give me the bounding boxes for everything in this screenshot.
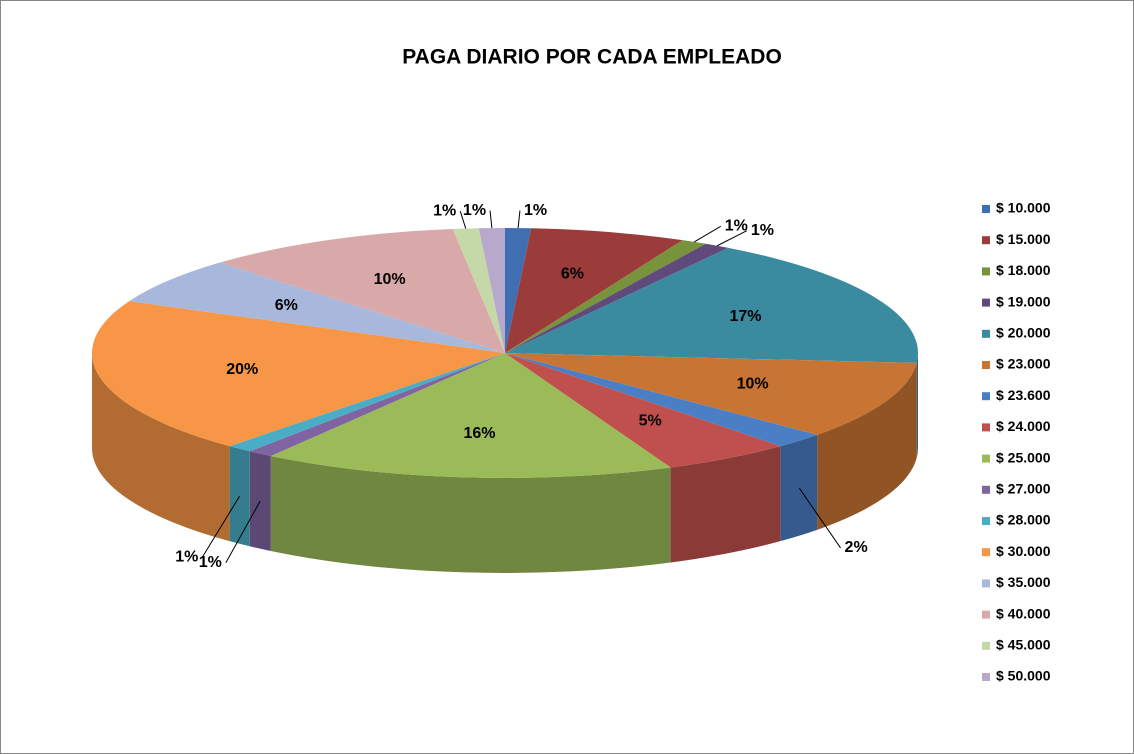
pie-side xyxy=(270,455,671,574)
legend-swatch xyxy=(982,485,990,494)
legend-swatch xyxy=(982,236,990,245)
pie-slice xyxy=(505,228,683,353)
legend-swatch xyxy=(982,610,990,619)
leader-line xyxy=(517,210,521,229)
pie-slice xyxy=(505,243,729,353)
data-label: 1% xyxy=(524,202,547,219)
data-label: 1% xyxy=(199,554,222,571)
pie-slice xyxy=(249,353,505,456)
data-label: 6% xyxy=(275,297,298,314)
pie-side xyxy=(780,434,818,542)
leader-line xyxy=(201,495,240,558)
pie-slice xyxy=(505,240,706,353)
data-label: 5% xyxy=(639,413,662,430)
data-label: 17% xyxy=(730,308,762,325)
legend-swatch xyxy=(982,298,990,307)
pie-slice xyxy=(219,229,505,353)
pie-side xyxy=(817,362,917,530)
legend-label: $ 24.000 xyxy=(996,418,1051,434)
legend-swatch xyxy=(982,205,990,213)
legend-label: $ 15.000 xyxy=(996,231,1051,247)
data-label: 16% xyxy=(463,425,495,442)
pie-slice xyxy=(452,228,505,353)
legend-swatch xyxy=(982,423,990,432)
pie-slice xyxy=(505,353,818,447)
legend-swatch xyxy=(982,548,990,557)
pie-slice xyxy=(478,228,505,353)
pie-slice xyxy=(91,301,506,447)
data-label: 1% xyxy=(751,222,774,239)
legend-label: $ 25.000 xyxy=(996,449,1051,465)
data-label: 10% xyxy=(737,376,769,393)
legend-label: $ 23.600 xyxy=(996,387,1051,403)
legend-label: $ 18.000 xyxy=(996,262,1051,278)
legend-label: $ 40.000 xyxy=(996,605,1051,621)
pie-side xyxy=(916,353,918,458)
data-label: 1% xyxy=(725,218,748,235)
leader-line xyxy=(798,487,841,549)
legend-swatch xyxy=(982,641,990,650)
pie-slice xyxy=(505,353,781,468)
data-label: 10% xyxy=(374,271,406,288)
legend-swatch xyxy=(982,361,990,369)
pie-side xyxy=(670,446,781,563)
legend-label: $ 27.000 xyxy=(996,481,1051,497)
leader-line xyxy=(489,210,493,229)
pie-slice xyxy=(229,353,506,452)
legend-label: $ 10.000 xyxy=(996,200,1051,216)
data-label: 20% xyxy=(226,361,258,378)
leader-line xyxy=(459,210,467,229)
pie-side xyxy=(229,446,250,547)
pie-top xyxy=(91,228,918,478)
legend-swatch xyxy=(982,454,990,463)
pie-slice xyxy=(505,228,532,353)
pie-slice xyxy=(129,262,505,353)
legend-label: $ 50.000 xyxy=(996,668,1051,684)
legend-swatch xyxy=(982,267,990,276)
legend-label: $ 28.000 xyxy=(996,512,1051,528)
pie-slice xyxy=(270,353,671,478)
chart-title: PAGA DIARIO POR CADA EMPLEADO xyxy=(402,46,782,69)
legend-label: $ 23.000 xyxy=(996,356,1051,372)
data-label: 1% xyxy=(175,548,198,565)
legend-label: $ 19.000 xyxy=(996,293,1051,309)
legend-swatch xyxy=(982,673,990,681)
data-label: 6% xyxy=(561,266,584,283)
legend-label: $ 35.000 xyxy=(996,574,1051,590)
data-label: 1% xyxy=(433,202,456,219)
data-label: 2% xyxy=(845,539,868,556)
pie-slice xyxy=(505,353,917,435)
legend-swatch xyxy=(982,579,990,588)
pie-slice xyxy=(505,247,918,363)
data-label: 1% xyxy=(463,202,486,219)
pie-side xyxy=(92,353,230,542)
legend-label: $ 20.000 xyxy=(996,325,1051,341)
legend-swatch xyxy=(982,329,990,338)
leader-line xyxy=(716,230,748,247)
leader-line xyxy=(225,500,261,563)
pie-side xyxy=(249,451,271,551)
pie-sides xyxy=(92,353,918,574)
legend-swatch xyxy=(982,392,990,401)
legend-label: $ 30.000 xyxy=(996,543,1051,559)
legend-label: $ 45.000 xyxy=(996,637,1051,653)
legend-swatch xyxy=(982,517,990,525)
leader-line xyxy=(693,225,721,243)
